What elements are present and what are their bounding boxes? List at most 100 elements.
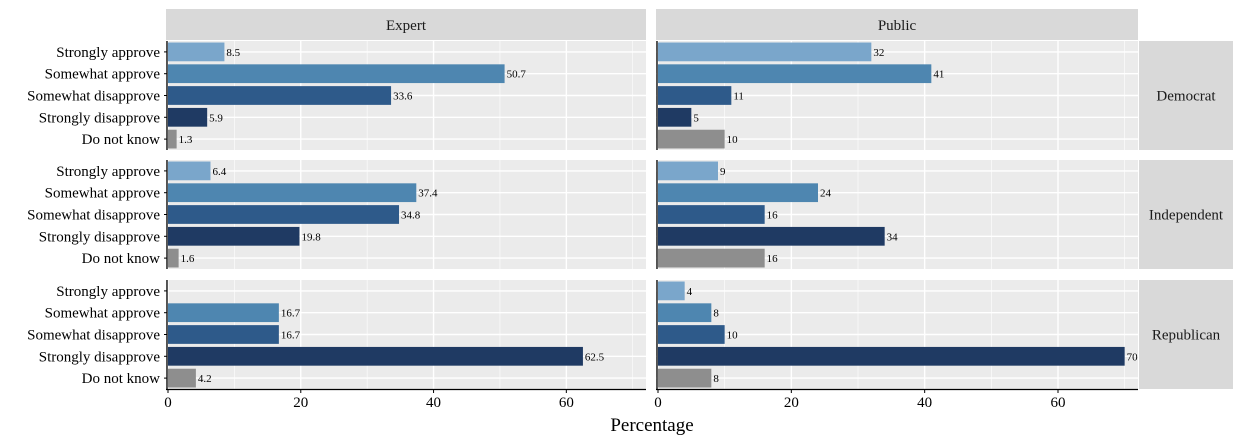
strip-independent [1139,160,1233,269]
data-label-strongly-approve: 8.5 [226,47,240,59]
data-label-somewhat-approve: 8 [713,308,719,320]
x-tick-label: 40 [917,395,932,411]
y-label-strongly-disapprove: Strongly disapprove [39,349,161,365]
bar-somewhat-approve [168,303,279,323]
data-label-strongly-disapprove: 5 [693,112,699,124]
bar-strongly-disapprove [168,107,208,127]
strip-label-republican: Republican [1152,328,1221,344]
strip-label-democrat: Democrat [1156,89,1216,105]
bar-somewhat-approve [658,64,932,84]
bar-do-not-know [658,248,765,268]
y-label-somewhat-disapprove: Somewhat disapprove [27,328,160,344]
strip-public [656,9,1138,40]
x-tick-label: 40 [426,395,441,411]
x-tick-label: 0 [654,395,662,411]
strip-label-public: Public [878,18,917,34]
bar-somewhat-disapprove [658,205,765,224]
bar-do-not-know [168,368,196,388]
y-label-strongly-approve: Strongly approve [56,45,160,61]
bar-somewhat-approve [658,183,818,203]
y-label-strongly-disapprove: Strongly disapprove [39,229,161,245]
data-label-strongly-approve: 9 [720,166,726,178]
data-label-strongly-disapprove: 5.9 [209,112,223,124]
y-label-strongly-approve: Strongly approve [56,164,160,180]
data-label-somewhat-approve: 41 [933,69,944,81]
bar-somewhat-disapprove [658,86,732,105]
bar-strongly-approve [168,161,211,181]
bar-strongly-disapprove [658,107,692,127]
y-label-somewhat-approve: Somewhat approve [45,186,161,202]
data-label-somewhat-approve: 50.7 [507,69,527,81]
bar-somewhat-disapprove [168,205,400,224]
data-label-strongly-disapprove: 34 [887,231,899,243]
data-label-do-not-know: 16 [767,253,779,265]
strip-expert [166,9,646,40]
y-label-do-not-know: Do not know [82,251,161,267]
data-label-strongly-approve: 4 [687,286,693,298]
panel-public-republican: 4 8 10 70 8 [656,280,1138,389]
data-label-somewhat-disapprove: 16 [767,210,779,222]
x-axis-title: Percentage [610,415,693,436]
data-label-do-not-know: 1.6 [181,253,195,265]
bar-strongly-disapprove [168,226,300,246]
x-tick-label: 20 [293,395,308,411]
panel-public-democrat: 32 41 11 5 10 [656,41,1138,150]
x-tick-label: 60 [559,395,574,411]
bar-somewhat-disapprove [168,325,279,344]
data-label-do-not-know: 8 [713,373,719,385]
data-label-do-not-know: 1.3 [179,134,193,146]
data-label-strongly-approve: 32 [873,47,884,59]
strip-republican [1139,280,1233,389]
y-label-somewhat-disapprove: Somewhat disapprove [27,89,160,105]
data-label-somewhat-disapprove: 34.8 [401,210,421,222]
bar-somewhat-disapprove [658,325,725,344]
data-label-somewhat-disapprove: 16.7 [281,330,301,342]
panel-public-independent: 9 24 16 34 16 [656,160,1138,269]
bar-strongly-approve [168,42,225,62]
x-tick-label: 20 [784,395,799,411]
data-label-strongly-disapprove: 19.8 [301,231,321,243]
data-label-somewhat-disapprove: 33.6 [393,91,413,103]
panel-expert-independent: 6.4 37.4 34.8 19.8 1.6 [166,160,646,269]
bar-strongly-disapprove [658,226,885,246]
y-label-somewhat-approve: Somewhat approve [45,67,161,83]
data-label-somewhat-approve: 24 [820,188,832,200]
data-label-somewhat-approve: 37.4 [418,188,438,200]
x-tick-label: 60 [1051,395,1066,411]
bar-do-not-know [168,248,179,268]
bar-strongly-approve [658,42,872,62]
bar-somewhat-disapprove [168,86,392,105]
facet-strips: Expert Public Democrat Independent Republica… [166,9,1233,389]
y-label-do-not-know: Do not know [82,371,161,387]
data-label-somewhat-approve: 16.7 [281,308,301,320]
bar-do-not-know [658,129,725,149]
y-label-strongly-approve: Strongly approve [56,284,160,300]
data-label-somewhat-disapprove: 10 [727,330,739,342]
panel-expert-republican: 16.7 16.7 62.5 4.2 [166,280,646,389]
data-label-somewhat-disapprove: 11 [733,91,744,103]
bar-strongly-approve [658,281,685,301]
bar-somewhat-approve [168,183,417,203]
bar-somewhat-approve [658,303,712,323]
facet-panels: 8.5 50.7 33.6 5.9 1.3 32 41 11 5 10 6.4 37.4 34.8 19.… [166,41,1138,389]
bar-do-not-know [168,129,177,149]
x-axes: 0 20 40 60 0 20 40 60 [164,388,1138,411]
data-label-strongly-disapprove: 70 [1127,351,1139,363]
strip-democrat [1139,41,1233,150]
data-label-strongly-approve: 6.4 [212,166,226,178]
panel-expert-democrat: 8.5 50.7 33.6 5.9 1.3 [166,41,646,150]
bar-strongly-disapprove [168,346,583,366]
y-label-strongly-disapprove: Strongly disapprove [39,110,161,126]
data-label-do-not-know: 4.2 [198,373,212,385]
bar-do-not-know [658,368,712,388]
y-label-do-not-know: Do not know [82,132,161,148]
strip-label-expert: Expert [386,18,427,34]
bar-strongly-disapprove [658,346,1125,366]
data-label-do-not-know: 10 [727,134,739,146]
x-tick-label: 0 [164,395,172,411]
y-label-somewhat-disapprove: Somewhat disapprove [27,208,160,224]
y-axis-labels: Strongly approve Somewhat approve Somewhat… [27,45,167,387]
strip-label-independent: Independent [1149,208,1224,224]
y-label-somewhat-approve: Somewhat approve [45,306,161,322]
